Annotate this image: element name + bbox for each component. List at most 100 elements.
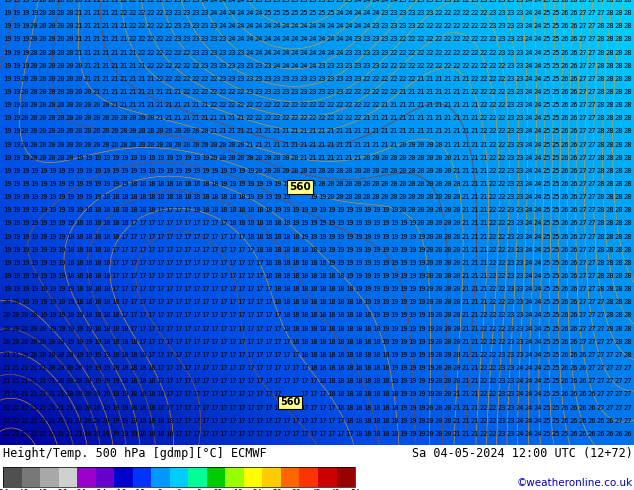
Text: 22: 22 bbox=[489, 234, 497, 240]
Text: 23: 23 bbox=[507, 273, 515, 279]
Text: 18: 18 bbox=[281, 234, 290, 240]
Text: 19: 19 bbox=[417, 299, 425, 305]
Text: 22: 22 bbox=[165, 63, 173, 69]
Text: 18: 18 bbox=[101, 194, 110, 200]
Text: 22: 22 bbox=[471, 89, 479, 95]
Text: 28: 28 bbox=[624, 49, 632, 55]
Text: 27: 27 bbox=[588, 273, 596, 279]
Text: 19: 19 bbox=[84, 326, 93, 332]
Text: 21: 21 bbox=[381, 102, 389, 108]
Text: 21: 21 bbox=[399, 128, 407, 134]
Text: 26: 26 bbox=[570, 286, 578, 292]
Text: 18: 18 bbox=[93, 260, 101, 266]
Text: 22: 22 bbox=[165, 49, 173, 55]
Text: 24: 24 bbox=[525, 168, 533, 174]
Text: 24: 24 bbox=[336, 10, 344, 16]
Text: 24: 24 bbox=[515, 392, 524, 397]
Text: 24: 24 bbox=[381, 0, 389, 3]
Text: 23: 23 bbox=[300, 76, 308, 82]
Text: 22: 22 bbox=[462, 10, 470, 16]
Text: 25: 25 bbox=[543, 234, 551, 240]
Text: 21: 21 bbox=[480, 168, 488, 174]
Text: 19: 19 bbox=[264, 181, 272, 187]
Text: 24: 24 bbox=[246, 24, 254, 29]
Text: 18: 18 bbox=[336, 352, 344, 358]
Text: 25: 25 bbox=[336, 0, 344, 3]
Text: 17: 17 bbox=[191, 326, 200, 332]
Text: 21: 21 bbox=[146, 102, 155, 108]
Text: 17: 17 bbox=[183, 392, 191, 397]
Text: 27: 27 bbox=[615, 417, 623, 424]
Text: 20: 20 bbox=[453, 286, 462, 292]
Text: 22: 22 bbox=[417, 63, 425, 69]
Text: 18: 18 bbox=[318, 299, 327, 305]
Text: 23: 23 bbox=[246, 76, 254, 82]
Text: 20: 20 bbox=[435, 260, 443, 266]
Text: 26: 26 bbox=[570, 115, 578, 122]
Text: 18: 18 bbox=[129, 365, 137, 371]
Text: 23: 23 bbox=[264, 89, 272, 95]
Text: 21: 21 bbox=[462, 220, 470, 226]
Text: 18: 18 bbox=[291, 326, 299, 332]
Text: 28: 28 bbox=[597, 115, 605, 122]
Text: 17: 17 bbox=[201, 220, 209, 226]
Text: 19: 19 bbox=[101, 405, 110, 411]
Text: 17: 17 bbox=[201, 392, 209, 397]
Text: 17: 17 bbox=[201, 365, 209, 371]
Text: 22: 22 bbox=[120, 0, 128, 3]
Text: 22: 22 bbox=[39, 417, 48, 424]
Text: 19: 19 bbox=[129, 431, 137, 437]
Text: 17: 17 bbox=[156, 339, 164, 345]
Text: 19: 19 bbox=[408, 286, 417, 292]
Text: 23: 23 bbox=[507, 49, 515, 55]
Text: 17: 17 bbox=[264, 339, 272, 345]
Text: 19: 19 bbox=[30, 286, 38, 292]
Text: 19: 19 bbox=[408, 220, 417, 226]
Text: 21: 21 bbox=[327, 142, 335, 147]
Text: 20: 20 bbox=[435, 207, 443, 213]
Text: 18: 18 bbox=[309, 326, 317, 332]
Text: 28: 28 bbox=[597, 260, 605, 266]
Text: 24: 24 bbox=[345, 36, 353, 43]
Text: 17: 17 bbox=[156, 326, 164, 332]
Text: 22: 22 bbox=[156, 63, 164, 69]
Text: 25: 25 bbox=[543, 63, 551, 69]
Text: 17: 17 bbox=[255, 352, 263, 358]
Text: 28: 28 bbox=[597, 194, 605, 200]
Text: 23: 23 bbox=[165, 10, 173, 16]
Text: 24: 24 bbox=[534, 194, 542, 200]
Text: 23: 23 bbox=[354, 49, 362, 55]
Text: 22: 22 bbox=[273, 115, 281, 122]
Text: 23: 23 bbox=[201, 63, 209, 69]
Text: 21: 21 bbox=[480, 247, 488, 253]
Text: 21: 21 bbox=[101, 36, 110, 43]
Text: 20: 20 bbox=[57, 49, 65, 55]
Text: 19: 19 bbox=[120, 181, 128, 187]
Text: 20: 20 bbox=[21, 142, 29, 147]
Text: 21: 21 bbox=[30, 392, 38, 397]
Text: 21: 21 bbox=[66, 431, 74, 437]
Text: 19: 19 bbox=[39, 313, 48, 318]
Text: 24: 24 bbox=[525, 76, 533, 82]
Text: 21: 21 bbox=[236, 115, 245, 122]
Text: 17: 17 bbox=[246, 260, 254, 266]
Text: 23: 23 bbox=[444, 0, 452, 3]
Text: 21: 21 bbox=[435, 76, 443, 82]
Text: 17: 17 bbox=[210, 352, 218, 358]
Text: 20: 20 bbox=[48, 89, 56, 95]
Text: 24: 24 bbox=[318, 49, 327, 55]
Text: 21: 21 bbox=[399, 115, 407, 122]
Text: 25: 25 bbox=[543, 89, 551, 95]
Text: 18: 18 bbox=[75, 273, 83, 279]
Text: 21: 21 bbox=[471, 365, 479, 371]
Text: 26: 26 bbox=[560, 299, 569, 305]
Text: 26: 26 bbox=[570, 207, 578, 213]
Text: 17: 17 bbox=[264, 326, 272, 332]
Text: 21: 21 bbox=[381, 142, 389, 147]
Text: 20: 20 bbox=[372, 155, 380, 161]
Text: 21: 21 bbox=[453, 168, 462, 174]
Text: 21: 21 bbox=[453, 392, 462, 397]
Text: 18: 18 bbox=[327, 273, 335, 279]
Text: 28: 28 bbox=[605, 10, 614, 16]
Text: 23: 23 bbox=[515, 313, 524, 318]
